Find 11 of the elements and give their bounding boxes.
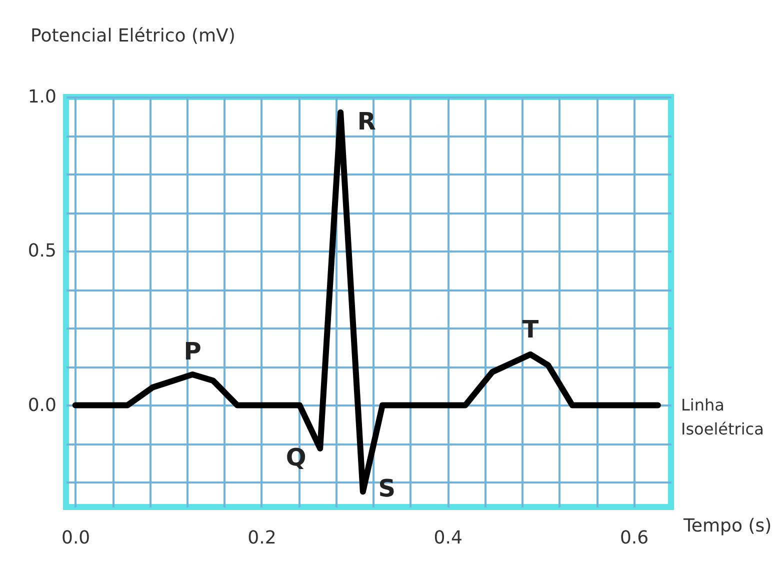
x-tick-label: 0.4	[434, 528, 462, 548]
y-tick-label: 1.0	[28, 86, 56, 108]
x-tick-label: 0.2	[248, 528, 276, 548]
annotation: S	[378, 474, 396, 503]
y-tick-label: 0.5	[28, 240, 56, 262]
text: Linha Isoelétrica	[681, 395, 764, 438]
x-tick-label: 0.6	[620, 528, 649, 548]
y-tick-label: 0.0	[28, 394, 56, 416]
x-axis-title: Tempo (s)	[682, 516, 772, 536]
y-axis-title: Potencial Elétrico (mV)	[30, 26, 236, 46]
x-tick-label: 0.0	[61, 528, 90, 548]
